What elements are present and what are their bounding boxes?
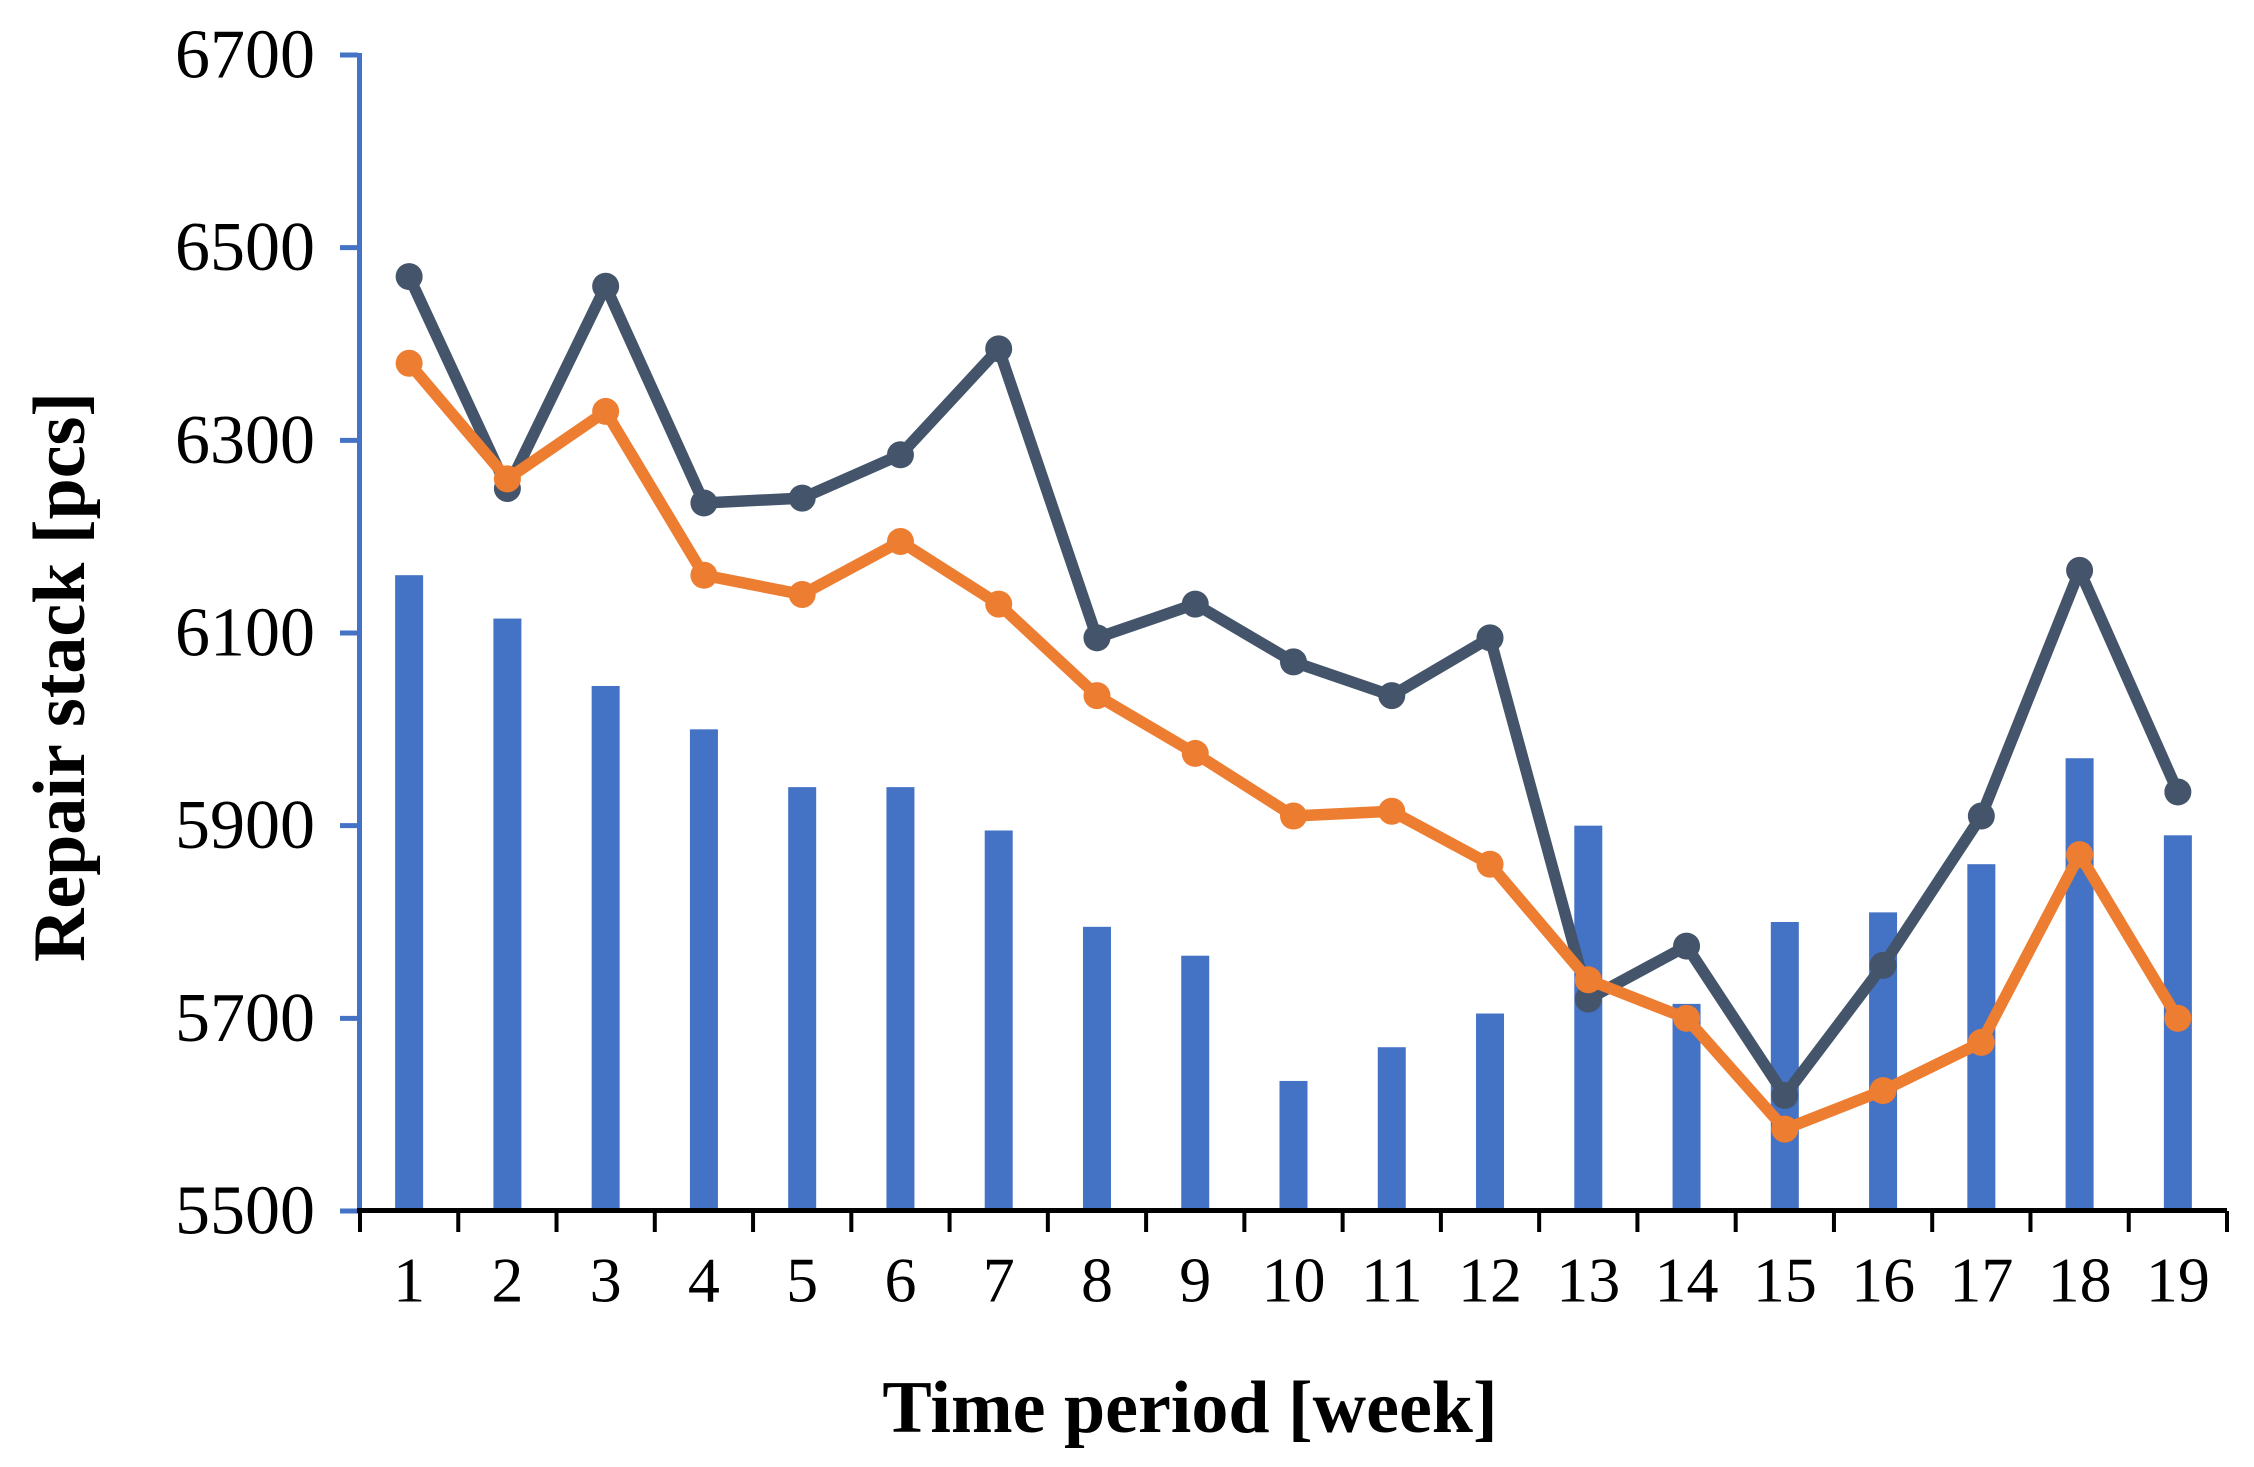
dark-line-marker bbox=[1869, 951, 1897, 979]
dark-line-marker bbox=[1967, 802, 1995, 830]
x-axis-ticks: 1 2 3 4 5 6 7 8 9 10 11 12 13 14 15 16 17 18 19 bbox=[358, 1211, 2229, 1316]
bar bbox=[591, 685, 620, 1211]
x-tick-label: 11 bbox=[1361, 1245, 1423, 1316]
bar bbox=[2065, 758, 2094, 1211]
y-tick-label: 5700 bbox=[175, 980, 315, 1057]
orange-line-marker bbox=[2164, 1004, 2192, 1032]
orange-line-marker bbox=[2066, 841, 2094, 869]
bar bbox=[886, 787, 915, 1211]
orange-line-marker bbox=[1378, 797, 1406, 825]
y-tick-label: 5900 bbox=[175, 787, 315, 864]
y-tick-label: 6700 bbox=[175, 17, 315, 94]
x-tick-label: 7 bbox=[983, 1245, 1015, 1316]
dark-line-marker bbox=[1771, 1081, 1799, 1109]
bar bbox=[493, 618, 522, 1211]
x-tick-label: 9 bbox=[1179, 1245, 1211, 1316]
bar bbox=[1082, 926, 1111, 1211]
x-axis-title: Time period [week] bbox=[882, 1367, 1497, 1449]
orange-line-marker bbox=[1574, 966, 1602, 994]
dark-line-marker bbox=[886, 441, 914, 469]
y-tick-label: 6300 bbox=[175, 402, 315, 479]
x-tick-label: 5 bbox=[786, 1245, 818, 1316]
dark-line-marker bbox=[1574, 985, 1602, 1013]
orange-line-marker bbox=[1771, 1115, 1799, 1143]
line-series bbox=[395, 263, 2192, 1143]
x-tick-label: 1 bbox=[393, 1245, 425, 1316]
bar-series bbox=[395, 575, 2192, 1211]
bar bbox=[689, 729, 718, 1211]
orange-line-marker bbox=[1181, 739, 1209, 767]
dark-line-marker bbox=[1181, 590, 1209, 618]
orange-line-marker bbox=[788, 580, 816, 608]
dark-line bbox=[403, 270, 2184, 1102]
orange-line-marker bbox=[493, 465, 521, 493]
dark-line-marker bbox=[985, 335, 1013, 363]
x-tick-label: 6 bbox=[884, 1245, 916, 1316]
bar bbox=[1574, 825, 1603, 1211]
dark-line-marker bbox=[2164, 778, 2192, 806]
x-tick-label: 2 bbox=[491, 1245, 523, 1316]
y-axis-title: Repair stack [pcs] bbox=[19, 392, 101, 962]
orange-line bbox=[403, 357, 2184, 1135]
dark-line-marker bbox=[1673, 932, 1701, 960]
orange-line-marker bbox=[1673, 1004, 1701, 1032]
dark-line-marker bbox=[395, 263, 423, 291]
orange-line-marker bbox=[395, 349, 423, 377]
bar bbox=[1279, 1080, 1308, 1211]
bar bbox=[1672, 1003, 1701, 1211]
x-tick-label: 13 bbox=[1556, 1245, 1620, 1316]
orange-line-marker bbox=[1869, 1077, 1897, 1105]
x-tick-label: 19 bbox=[2146, 1245, 2210, 1316]
orange-line-marker bbox=[886, 527, 914, 555]
y-axis-ticks: 5500 5700 5900 6100 6300 6500 6700 bbox=[175, 17, 358, 1250]
x-tick-label: 8 bbox=[1081, 1245, 1113, 1316]
orange-line-marker bbox=[1967, 1028, 1995, 1056]
x-tick-label: 16 bbox=[1851, 1245, 1915, 1316]
x-tick-label: 12 bbox=[1458, 1245, 1522, 1316]
dark-line-marker bbox=[1083, 624, 1111, 652]
y-tick-label: 6100 bbox=[175, 595, 315, 672]
orange-line-marker bbox=[690, 561, 718, 589]
bar bbox=[1476, 1013, 1505, 1211]
dark-line-marker bbox=[788, 484, 816, 512]
bar bbox=[1770, 922, 1799, 1211]
y-tick-label: 6500 bbox=[175, 209, 315, 286]
dark-line-marker bbox=[1476, 624, 1504, 652]
orange-line-marker bbox=[985, 590, 1013, 618]
x-tick-label: 10 bbox=[1262, 1245, 1326, 1316]
x-tick-label: 17 bbox=[1949, 1245, 2013, 1316]
orange-line-marker bbox=[1083, 682, 1111, 710]
bar bbox=[395, 575, 424, 1211]
dark-line-marker bbox=[1280, 648, 1307, 676]
x-tick-label: 14 bbox=[1655, 1245, 1719, 1316]
x-tick-label: 3 bbox=[590, 1245, 622, 1316]
bar bbox=[984, 830, 1013, 1211]
orange-line-marker bbox=[592, 397, 620, 425]
dark-line-marker bbox=[2066, 556, 2094, 584]
dark-line-marker bbox=[592, 272, 620, 300]
bar bbox=[788, 787, 817, 1211]
dark-line-marker bbox=[690, 489, 718, 517]
bar bbox=[1377, 1047, 1406, 1211]
dark-line-marker bbox=[1378, 682, 1406, 710]
x-tick-label: 18 bbox=[2048, 1245, 2112, 1316]
orange-line-marker bbox=[1476, 850, 1504, 878]
x-tick-label: 15 bbox=[1753, 1245, 1817, 1316]
orange-line-marker bbox=[1280, 802, 1307, 830]
x-tick-label: 4 bbox=[688, 1245, 720, 1316]
y-tick-label: 5500 bbox=[175, 1173, 315, 1250]
bar bbox=[1181, 955, 1210, 1211]
